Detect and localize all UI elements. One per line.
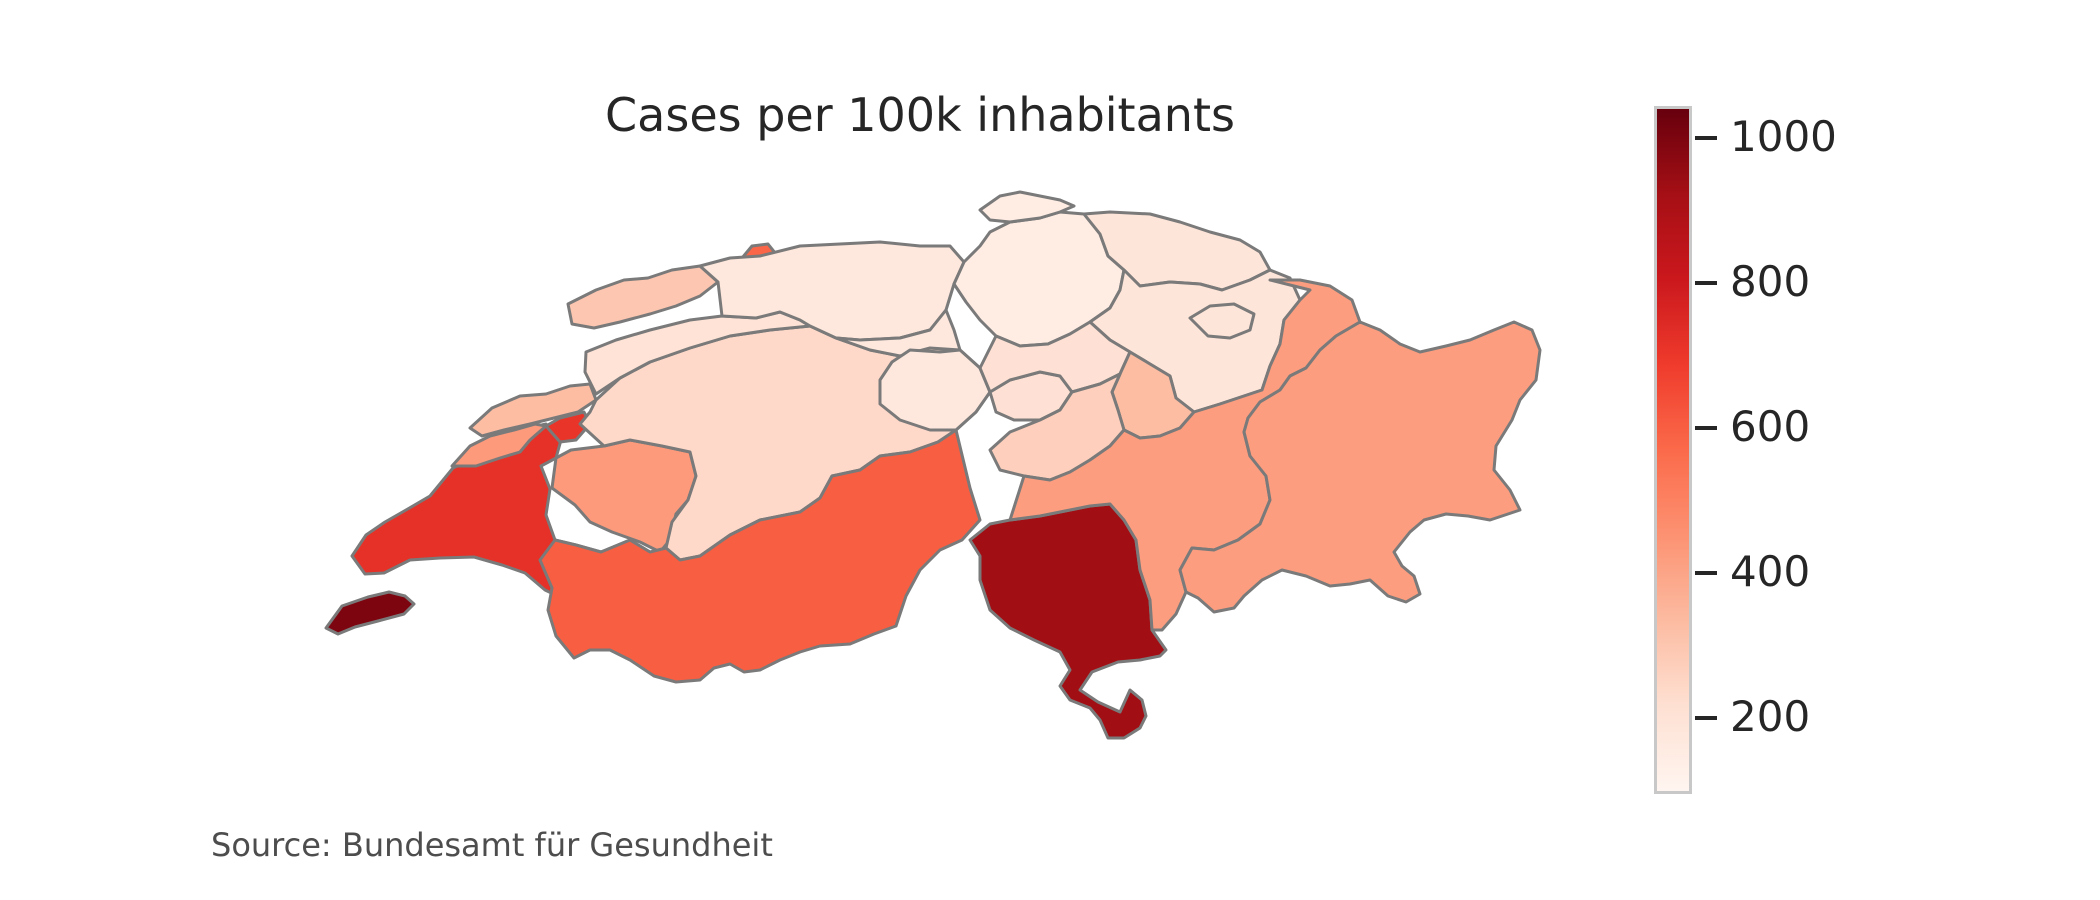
switzerland-choropleth-map	[324, 190, 1542, 740]
colorbar-tick-label: 1000	[1730, 112, 1837, 162]
colorbar-gradient	[1657, 109, 1689, 791]
colorbar-tick-label: 400	[1730, 547, 1811, 597]
region-geneva[interactable]	[324, 590, 416, 636]
region-lucerne[interactable]	[834, 308, 962, 358]
colorbar-tick	[1695, 716, 1717, 721]
colorbar	[1654, 106, 1692, 794]
region-vaud[interactable]	[350, 422, 603, 600]
region-basel-land[interactable]	[566, 264, 720, 330]
source-note: Source: Bundesamt für Gesundheit	[211, 826, 773, 864]
region-lucerne-main[interactable]	[878, 348, 992, 432]
region-graubuenden-main[interactable]	[1178, 320, 1542, 614]
colorbar-tick	[1695, 136, 1717, 141]
colorbar-tick	[1695, 571, 1717, 576]
colorbar-tick-label: 200	[1730, 692, 1811, 742]
region-schaffhausen[interactable]	[978, 190, 1076, 224]
region-valais[interactable]	[538, 428, 982, 684]
colorbar-tick-label: 600	[1730, 402, 1811, 452]
colorbar-tick	[1695, 281, 1717, 286]
region-appenzell[interactable]	[1188, 302, 1256, 340]
colorbar-tick-label: 800	[1730, 257, 1811, 307]
map-title: Cases per 100k inhabitants	[605, 88, 1235, 142]
colorbar-tick	[1695, 426, 1717, 431]
